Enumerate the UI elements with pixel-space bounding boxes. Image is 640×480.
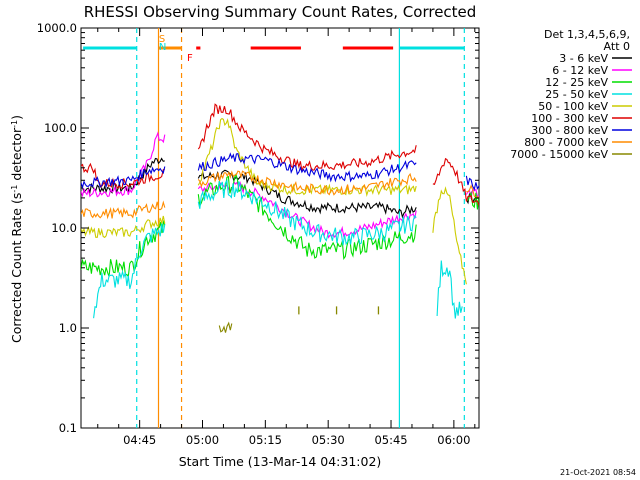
legend-label-6: 300 - 800 keV (531, 124, 608, 137)
series-0-line-1 (197, 169, 417, 219)
y-tick-label-1: 1.0 (59, 321, 77, 335)
series-5-line-0 (81, 162, 166, 190)
chart-title: RHESSI Observing Summary Count Rates, Co… (84, 3, 477, 21)
series-7 (81, 170, 479, 220)
series-1-line-0 (81, 131, 166, 198)
plot-area: SN F (80, 27, 480, 429)
x-tick-label-1: 05:00 (186, 433, 219, 447)
y-axis-label-tail: detector (9, 127, 24, 185)
series-3 (93, 178, 463, 319)
series-8 (218, 306, 380, 333)
series-6-line-2 (465, 175, 479, 191)
series-2-line-2 (466, 190, 479, 210)
y-tick-label-0: 0.1 (59, 421, 77, 435)
x-axis-label: Start Time (13-Mar-14 04:31:02) (179, 454, 382, 469)
series-3-line-0 (93, 223, 166, 319)
series-4 (81, 117, 467, 285)
state-flag-s-0: S (159, 34, 165, 45)
legend-label-4: 50 - 100 keV (538, 100, 608, 113)
legend-label-7: 800 - 7000 keV (524, 136, 608, 149)
y-axis-label-sup2: -1 (10, 120, 19, 128)
series-6 (81, 152, 479, 191)
series-6-line-0 (81, 166, 166, 190)
y-tick-label-2: 10.0 (51, 221, 77, 235)
timestamp: 21-Oct-2021 08:54 (560, 468, 636, 477)
legend-label-2: 12 - 25 keV (545, 76, 608, 89)
legend-label-8: 7000 - 15000 keV (510, 148, 608, 161)
series-7-line-2 (466, 184, 479, 198)
legend-label-1: 6 - 12 keV (552, 64, 608, 77)
series-6-line-1 (197, 152, 417, 183)
legend-header-line2: Att 0 (604, 40, 630, 53)
series-3-line-2 (436, 260, 463, 319)
y-axis-label: Corrected Count Rate (s-1 detector-1) (9, 115, 24, 343)
y-axis-label-main: Corrected Count Rate (s (9, 193, 24, 343)
series-0-line-0 (81, 157, 165, 195)
x-axis: 04:45 05:00 05:15 05:30 05:45 06:00 (97, 28, 476, 447)
y-axis-label-sup: -1 (10, 185, 19, 193)
x-tick-label-2: 05:15 (249, 433, 282, 447)
state-flag-f-2: F (187, 53, 193, 64)
series-8-line-0 (218, 321, 233, 333)
series-7-line-0 (81, 200, 166, 220)
series-3-line-1 (197, 178, 417, 246)
y-tick-label-4: 1000.0 (37, 21, 77, 35)
series-5-line-2 (432, 157, 479, 206)
x-tick-label-5: 06:00 (437, 433, 470, 447)
series-5 (81, 103, 479, 206)
y-axis-label-end: ) (9, 115, 24, 120)
series-4-line-2 (432, 186, 467, 285)
x-tick-label-4: 05:45 (374, 433, 407, 447)
legend-label-3: 25 - 50 keV (545, 88, 608, 101)
y-tick-label-3: 100.0 (44, 121, 77, 135)
x-tick-label-3: 05:30 (312, 433, 345, 447)
series-4-line-0 (81, 215, 166, 239)
legend-header-line1: Det 1,3,4,5,6,9, (544, 28, 630, 41)
series-2-line-1 (197, 173, 417, 260)
state-flag-n-1: N (159, 42, 166, 53)
legend-label-0: 3 - 6 keV (559, 52, 608, 65)
y-axis: 0.1 1.0 10.0 100.0 1000.0 (37, 21, 479, 435)
x-tick-label-0: 04:45 (123, 433, 156, 447)
series-5-line-1 (197, 103, 417, 171)
data-layer (81, 28, 479, 428)
series-2 (81, 173, 479, 279)
legend-label-5: 100 - 300 keV (531, 112, 608, 125)
series-7-line-1 (197, 170, 417, 196)
